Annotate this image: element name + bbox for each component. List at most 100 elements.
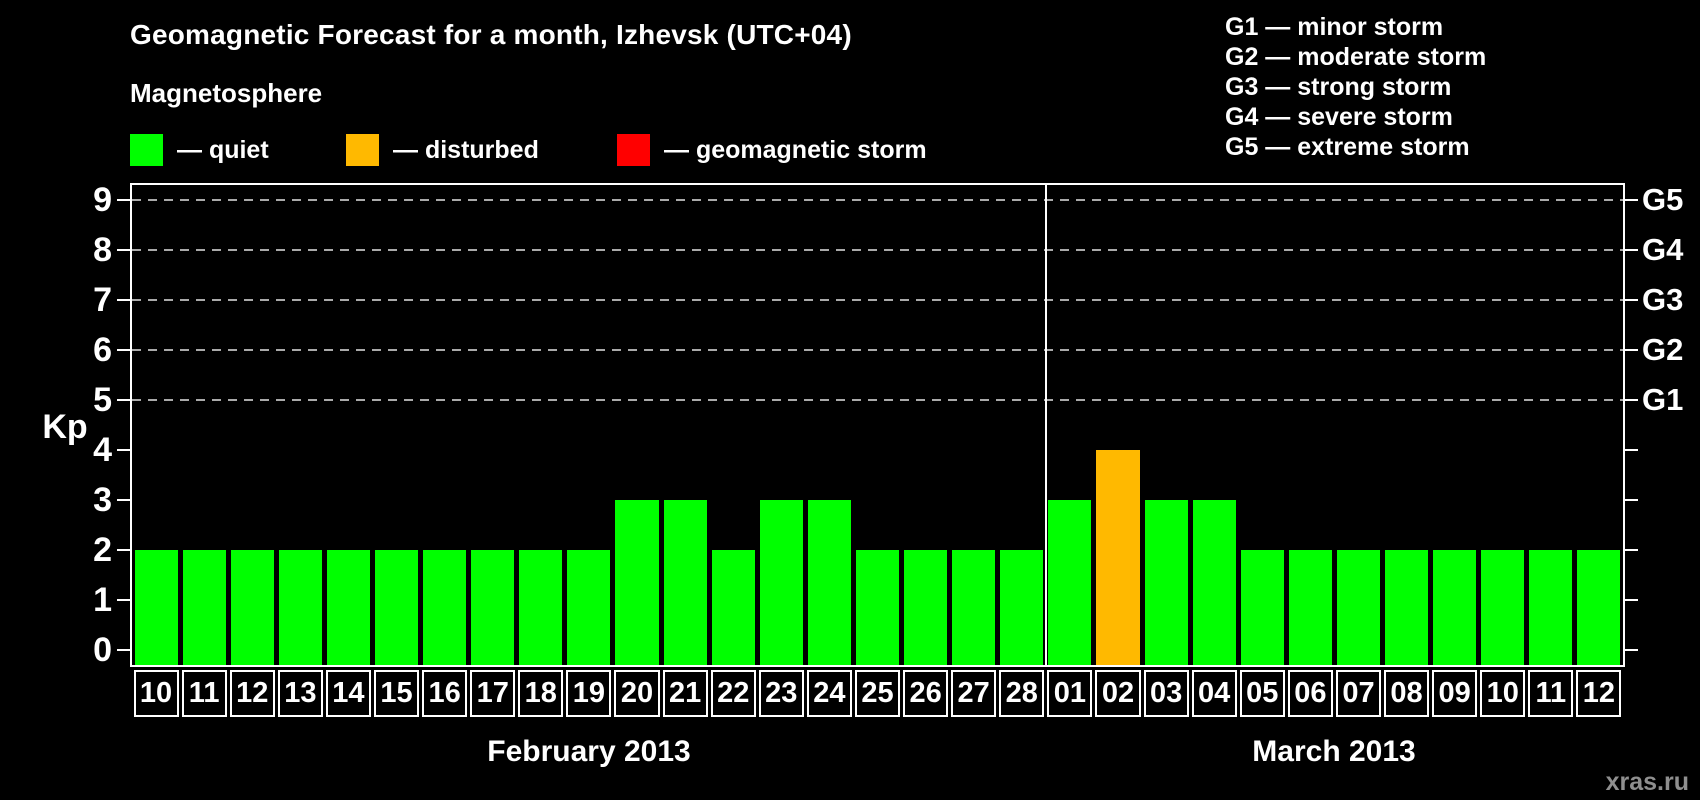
y-tick-mark-right xyxy=(1625,549,1638,551)
kp-bar-26 xyxy=(904,550,948,665)
kp-bar-24 xyxy=(807,500,851,665)
gridline-kp8 xyxy=(132,249,1623,251)
month-label-february: February 2013 xyxy=(487,735,691,768)
y-tick-label: 5 xyxy=(93,381,112,419)
storm-scale-g4: G4 — severe storm xyxy=(1225,103,1453,131)
quiet-color-swatch xyxy=(130,134,163,166)
magnetosphere-heading: Magnetosphere xyxy=(130,78,323,108)
storm-scale-g2: G2 — moderate storm xyxy=(1225,43,1487,71)
date-label: 11 xyxy=(1528,670,1574,717)
y-tick-label: 1 xyxy=(93,581,112,619)
y-tick-mark-left xyxy=(117,599,130,601)
date-label: 12 xyxy=(229,670,275,717)
right-axis-label-g3: G3 xyxy=(1642,282,1684,317)
kp-bar-11 xyxy=(182,550,226,665)
kp-bar-07 xyxy=(1336,550,1380,665)
date-label: 01 xyxy=(1047,670,1093,717)
date-label: 06 xyxy=(1287,670,1333,717)
kp-bar-25 xyxy=(855,550,900,665)
legend-item-disturbed: — disturbed xyxy=(346,133,539,167)
storm-scale-g5: G5 — extreme storm xyxy=(1225,133,1470,161)
date-label: 25 xyxy=(854,670,901,717)
date-label: 12 xyxy=(1576,670,1622,717)
legend-item-quiet: — quiet xyxy=(130,133,269,167)
right-axis-label-g1: G1 xyxy=(1642,382,1684,417)
y-tick-mark-right xyxy=(1625,199,1638,201)
plot-inner xyxy=(132,185,1623,665)
kp-bar-16 xyxy=(423,550,467,665)
y-tick-label: 0 xyxy=(93,631,112,669)
storm-scale-legend: G1 — minor storm G2 — moderate storm G3 … xyxy=(1225,12,1486,162)
date-label: 21 xyxy=(662,670,708,717)
date-label: 15 xyxy=(373,670,420,717)
y-tick-mark-left xyxy=(117,449,130,451)
date-label: 24 xyxy=(806,670,852,717)
date-label: 10 xyxy=(1480,670,1526,717)
date-label: 11 xyxy=(181,670,227,717)
legend-label: — geomagnetic storm xyxy=(664,135,927,164)
date-label: 27 xyxy=(951,670,997,717)
y-tick-mark-left xyxy=(117,549,130,551)
kp-bar-06 xyxy=(1288,550,1332,665)
date-label: 16 xyxy=(422,670,468,717)
date-label: 26 xyxy=(903,670,949,717)
kp-bar-12 xyxy=(1577,550,1621,665)
y-tick-mark-left xyxy=(117,499,130,501)
kp-bar-17 xyxy=(471,550,515,665)
date-label: 05 xyxy=(1239,670,1285,717)
y-tick-mark-left xyxy=(117,249,130,251)
page-title: Geomagnetic Forecast for a month, Izhevs… xyxy=(130,19,852,50)
y-tick-mark-left xyxy=(117,299,130,301)
date-label: 10 xyxy=(133,670,179,717)
gridline-kp6 xyxy=(132,349,1623,351)
right-axis-label-g5: G5 xyxy=(1642,182,1684,217)
kp-bar-02 xyxy=(1096,450,1140,665)
watermark: xras.ru xyxy=(1605,768,1689,796)
date-label: 14 xyxy=(325,670,371,717)
y-tick-label: 4 xyxy=(93,431,112,469)
kp-bar-23 xyxy=(759,500,803,665)
date-label: 19 xyxy=(566,670,612,717)
y-tick-label: 7 xyxy=(93,281,112,319)
y-tick-label: 2 xyxy=(93,531,112,569)
y-tick-mark-left xyxy=(117,649,130,651)
right-axis-label-g4: G4 xyxy=(1642,232,1684,267)
y-tick-mark-left xyxy=(117,199,130,201)
date-label: 17 xyxy=(470,670,516,717)
kp-bar-22 xyxy=(711,550,755,665)
y-tick-mark-left xyxy=(117,349,130,351)
kp-bar-04 xyxy=(1192,500,1236,665)
y-axis-title: Kp xyxy=(42,408,88,446)
y-tick-label: 8 xyxy=(93,231,112,269)
date-label: 13 xyxy=(277,670,323,717)
kp-bar-01 xyxy=(1048,500,1092,665)
y-tick-mark-right xyxy=(1625,399,1638,401)
kp-bar-12 xyxy=(230,550,274,665)
gridline-kp7 xyxy=(132,299,1623,301)
legend-label: — disturbed xyxy=(393,135,539,164)
date-label: 02 xyxy=(1095,670,1141,717)
storm-scale-g1: G1 — minor storm xyxy=(1225,13,1444,41)
kp-bar-10 xyxy=(134,550,178,665)
y-tick-mark-right xyxy=(1625,349,1638,351)
kp-bar-11 xyxy=(1529,550,1573,665)
kp-bar-18 xyxy=(519,550,563,665)
kp-bar-21 xyxy=(663,500,707,665)
kp-bar-20 xyxy=(615,500,659,665)
kp-bar-10 xyxy=(1481,550,1525,665)
kp-bar-28 xyxy=(1000,550,1044,665)
kp-bar-15 xyxy=(374,550,419,665)
date-label: 28 xyxy=(999,670,1045,717)
y-tick-label: 6 xyxy=(93,331,112,369)
month-label-march: March 2013 xyxy=(1252,735,1416,768)
y-tick-mark-right xyxy=(1625,599,1638,601)
y-tick-mark-right xyxy=(1625,249,1638,251)
date-label: 03 xyxy=(1143,670,1189,717)
storm-scale-g3: G3 — strong storm xyxy=(1225,73,1452,101)
kp-bar-09 xyxy=(1433,550,1477,665)
date-label: 18 xyxy=(518,670,564,717)
kp-bar-03 xyxy=(1144,500,1188,665)
kp-bar-08 xyxy=(1385,550,1429,665)
y-tick-mark-left xyxy=(117,399,130,401)
